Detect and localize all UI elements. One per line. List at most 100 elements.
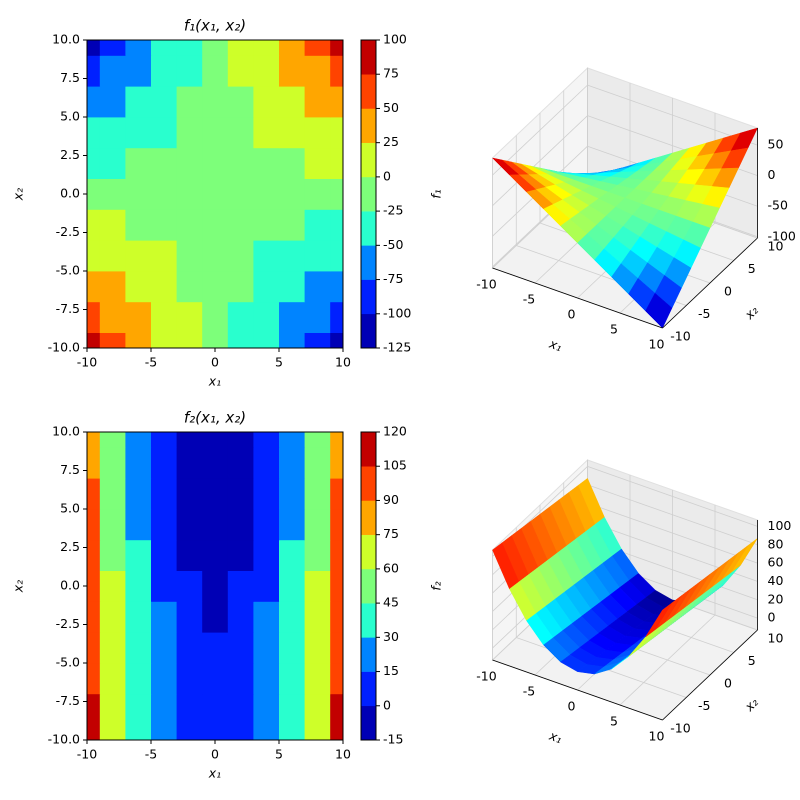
contour-cell [151, 40, 177, 56]
contour-cell [330, 632, 344, 664]
y-tick-label: -5 [698, 306, 710, 321]
contour-cell [279, 271, 305, 303]
contour-cell [253, 601, 280, 633]
contour-cell [125, 663, 152, 695]
colorbar-band [361, 108, 376, 143]
contour-cell [151, 570, 177, 602]
contour-cell [279, 147, 305, 179]
y-tick-label: 10 [768, 631, 784, 646]
contour-cell [202, 332, 229, 349]
contour-cell [176, 86, 203, 118]
surface-patch [645, 602, 673, 638]
contour-cell [176, 432, 203, 448]
contour-cell [202, 509, 229, 541]
contour-cell [176, 209, 203, 241]
colorbar-band [361, 534, 376, 570]
contour-cell [87, 55, 101, 87]
contour-cell [227, 147, 254, 179]
contour-cell [99, 632, 126, 664]
contour-cell [125, 332, 152, 349]
contour-cell [125, 271, 152, 303]
contour-cell [151, 724, 177, 741]
colorbar-band [361, 500, 376, 535]
contour-cell [87, 724, 101, 741]
colorbar-band [361, 211, 376, 246]
contour-cell [304, 240, 331, 272]
contour-cell [99, 178, 126, 210]
contour-cell [279, 432, 305, 448]
contour-cell [304, 601, 331, 633]
contour-cell [87, 209, 101, 241]
contour-cell [99, 693, 126, 725]
contour-cell [87, 509, 101, 541]
contour-cell [125, 724, 152, 741]
contour-cell [87, 332, 101, 349]
contour-cell [227, 117, 254, 149]
contour-cell [279, 55, 305, 87]
x-tick-label: -10 [476, 277, 496, 292]
x-axis-label: x₁ [208, 766, 221, 781]
contour-cell [87, 271, 101, 303]
contour-cell [253, 209, 280, 241]
contour-cell [304, 301, 331, 333]
contour-cell [87, 147, 101, 179]
colorbar-tick-label: 0 [383, 697, 391, 712]
contour-cell [99, 539, 126, 571]
contour-cell [330, 663, 344, 695]
z-tick-label: 100 [768, 518, 792, 533]
z-tick-label: 20 [768, 591, 784, 606]
colorbar-band [361, 176, 376, 212]
contour-cell [99, 724, 126, 741]
contour-cell [202, 301, 229, 333]
contour-cell [176, 55, 203, 87]
contour-cell [151, 55, 177, 87]
contour-cell [304, 663, 331, 695]
contour-cell [227, 724, 254, 741]
contour-cell [202, 240, 229, 272]
contour-cell [202, 601, 229, 633]
contour-cell [99, 271, 126, 303]
z-tick-label: 60 [768, 555, 784, 570]
z-tick-label: 0 [768, 610, 776, 625]
contour-cell [227, 447, 254, 479]
contour-cell [253, 447, 280, 479]
contour-cell [279, 663, 305, 695]
contour-cell [87, 240, 101, 272]
z-tick-label: -100 [768, 228, 796, 243]
z-tick-label: 40 [768, 573, 784, 588]
contour-cell [125, 147, 152, 179]
contour-cell [227, 55, 254, 87]
contour-cell [176, 632, 203, 664]
y-tick-label: -2.5 [56, 224, 80, 239]
contour-cell [125, 301, 152, 333]
colorbar-tick-label: 0 [383, 168, 391, 183]
contour-cell [227, 601, 254, 633]
y-tick-label: -2.5 [56, 616, 80, 631]
contour-cell [99, 240, 126, 272]
contour-cell [253, 432, 280, 448]
y-axis-label: x₂ [11, 188, 26, 201]
x-tick-label: 0 [568, 699, 576, 714]
x-axis-label: x₁ [547, 336, 565, 355]
contour-cell [330, 478, 344, 510]
contour-cell [330, 86, 344, 118]
contour-cell [87, 570, 101, 602]
y-axis-line [662, 629, 758, 721]
contour-cell [304, 509, 331, 541]
contour-cell [202, 478, 229, 510]
contour-cell [176, 601, 203, 633]
y-axis-label: x₂ [741, 303, 761, 323]
contour-cell [253, 147, 280, 179]
y-tick-label: 5.0 [60, 109, 80, 124]
y-tick-label: 10 [768, 239, 784, 254]
contour-cell [330, 509, 344, 541]
x-tick-label: 10 [649, 729, 665, 744]
y-axis-line [662, 237, 758, 329]
contour-cell [304, 178, 331, 210]
y-tick-label: 5.0 [60, 501, 80, 516]
contour-cell [202, 570, 229, 602]
colorbar-label: f₁ [429, 189, 444, 198]
colorbar-band [361, 279, 376, 315]
colorbar-tick-label: 50 [383, 100, 399, 115]
